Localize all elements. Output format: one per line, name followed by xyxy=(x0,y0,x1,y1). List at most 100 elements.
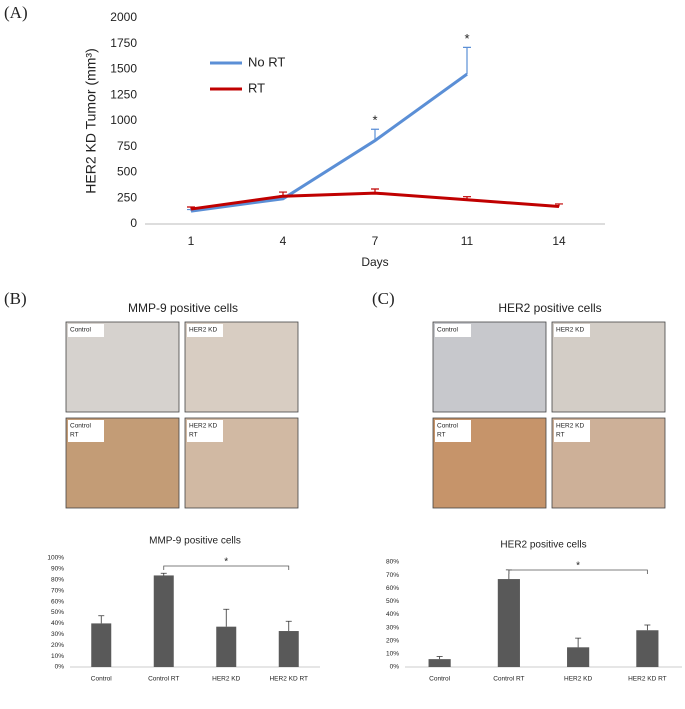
y-tick-label: 90% xyxy=(51,566,64,573)
legend-label: No RT xyxy=(248,54,285,69)
x-tick-label: 14 xyxy=(552,234,566,248)
micrograph-title: MMP-9 positive cells xyxy=(128,301,238,315)
x-tick-label: 7 xyxy=(372,234,379,248)
x-tick-label: 4 xyxy=(280,234,287,248)
y-tick-label: 1500 xyxy=(110,62,137,76)
y-tick-label: 60% xyxy=(51,598,64,605)
x-tick-label: 1 xyxy=(188,234,195,248)
tile-label: Control xyxy=(70,327,92,334)
tile-label: RT xyxy=(437,432,446,439)
tile-label: HER2 KD xyxy=(189,327,217,334)
bar xyxy=(278,631,299,667)
error-bar xyxy=(160,572,167,576)
y-tick-label: 1000 xyxy=(110,113,137,127)
tile-label-box xyxy=(68,420,104,442)
y-tick-label: 30% xyxy=(386,624,399,631)
y-tick-label: 100% xyxy=(47,555,64,562)
y-tick-label: 2000 xyxy=(110,10,137,24)
annotation: * xyxy=(224,557,228,568)
y-tick-label: 30% xyxy=(51,631,64,638)
tile-label: HER2 KD xyxy=(556,423,584,430)
tile-label: RT xyxy=(556,432,565,439)
tile-label: Control xyxy=(437,327,459,334)
tile-label-box xyxy=(68,324,104,337)
y-tick-label: 70% xyxy=(386,572,399,579)
x-axis-label: Days xyxy=(361,255,388,269)
y-tick-label: 40% xyxy=(51,620,64,627)
y-tick-label: 0% xyxy=(390,664,400,671)
y-tick-label: 80% xyxy=(51,577,64,584)
panel-label: (A) xyxy=(4,3,28,22)
y-tick-label: 50% xyxy=(51,609,64,616)
error-bar xyxy=(436,656,443,660)
x-tick-label: HER2 KD RT xyxy=(269,676,308,683)
y-tick-label: 250 xyxy=(117,190,137,204)
legend-label: RT xyxy=(248,80,265,95)
x-tick-label: Control xyxy=(91,676,113,683)
bar xyxy=(497,579,520,667)
tile-label-box xyxy=(187,420,223,442)
y-tick-label: 500 xyxy=(117,165,137,179)
chart-title: MMP-9 positive cells xyxy=(149,536,241,547)
series-line xyxy=(190,72,468,213)
y-tick-label: 50% xyxy=(386,598,399,605)
error-bar xyxy=(223,608,230,627)
bracket xyxy=(508,569,648,574)
y-tick-label: 10% xyxy=(386,651,399,658)
y-tick-label: 0 xyxy=(130,216,137,230)
error-bar xyxy=(285,620,292,632)
tile-label-box xyxy=(554,420,590,442)
bar xyxy=(153,575,174,667)
y-tick-label: 60% xyxy=(386,585,399,592)
error-bar xyxy=(98,615,105,624)
y-tick-label: 80% xyxy=(386,559,399,566)
chart-title: HER2 positive cells xyxy=(500,540,586,551)
tile-label: HER2 KD xyxy=(189,423,217,430)
y-tick-label: 1750 xyxy=(110,36,137,50)
y-axis-label: HER2 KD Tumor (mm³) xyxy=(83,48,99,193)
annotation: * xyxy=(372,113,377,128)
tile-label-box xyxy=(187,324,223,337)
y-tick-label: 0% xyxy=(55,664,65,671)
tile-label: Control xyxy=(70,423,92,430)
y-tick-label: 40% xyxy=(386,611,399,618)
x-tick-label: HER2 KD xyxy=(212,676,240,683)
error-bar xyxy=(371,128,379,141)
x-tick-label: HER2 KD RT xyxy=(628,676,667,683)
panel-label: (C) xyxy=(372,289,395,308)
tile-label-box xyxy=(435,324,471,337)
tile-label: RT xyxy=(70,432,79,439)
tile-label: HER2 KD xyxy=(556,327,584,334)
bar xyxy=(636,630,659,667)
y-tick-label: 10% xyxy=(51,653,64,660)
tile-label: Control xyxy=(437,423,459,430)
y-tick-label: 70% xyxy=(51,587,64,594)
annotation: * xyxy=(464,31,469,46)
bar xyxy=(216,626,237,667)
error-bar xyxy=(644,624,651,631)
x-tick-label: Control RT xyxy=(148,676,179,683)
tile-label-box xyxy=(554,324,590,337)
bar xyxy=(567,647,590,667)
x-tick-label: Control xyxy=(429,676,451,683)
x-tick-label: HER2 KD xyxy=(564,676,592,683)
micrograph-title: HER2 positive cells xyxy=(498,301,601,315)
y-tick-label: 750 xyxy=(117,139,137,153)
bar xyxy=(91,623,112,667)
y-tick-label: 20% xyxy=(386,637,399,644)
x-tick-label: Control RT xyxy=(493,676,524,683)
bar xyxy=(428,659,451,667)
y-tick-label: 1250 xyxy=(110,87,137,101)
bracket xyxy=(163,565,290,570)
annotation: * xyxy=(576,561,580,572)
panel-label: (B) xyxy=(4,289,27,308)
error-bar xyxy=(575,637,582,648)
x-tick-label: 11 xyxy=(461,234,474,248)
series-line xyxy=(190,191,560,211)
tile-label-box xyxy=(435,420,471,442)
error-bar xyxy=(463,46,471,75)
tile-label: RT xyxy=(189,432,198,439)
y-tick-label: 20% xyxy=(51,642,64,649)
